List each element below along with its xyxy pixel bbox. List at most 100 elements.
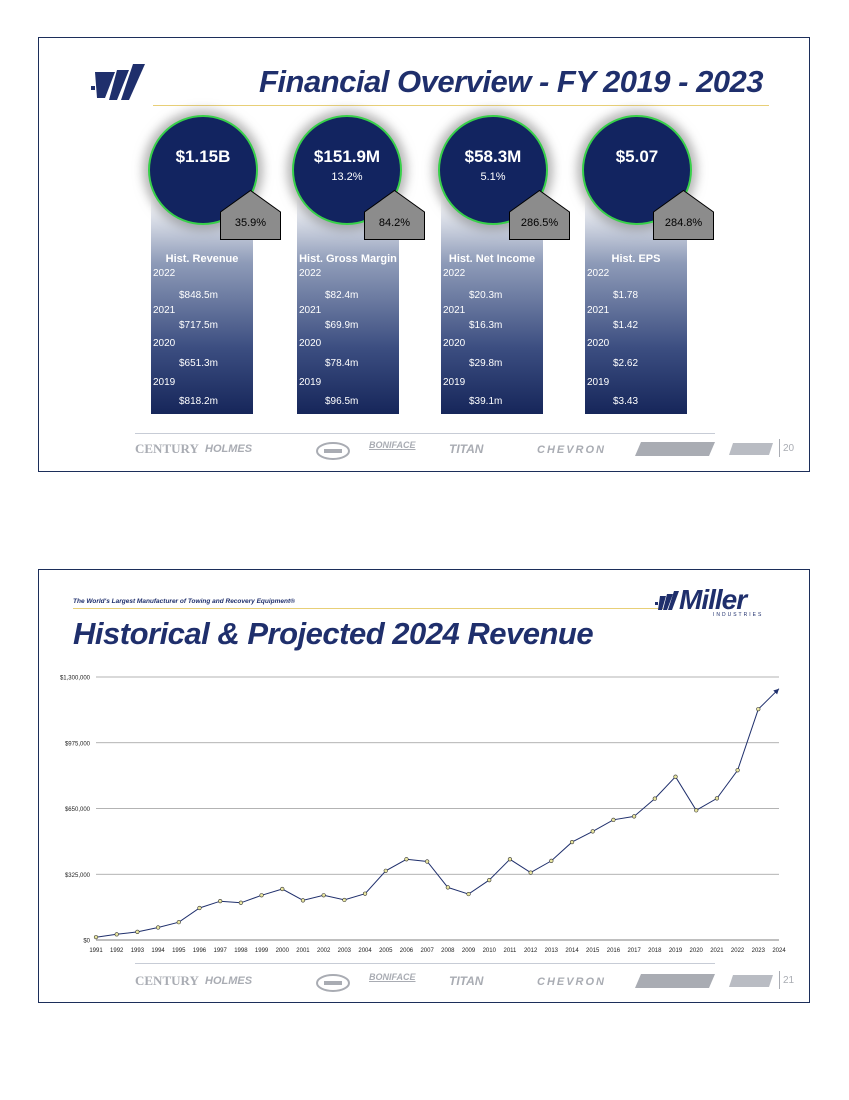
x-tick-label: 1999 (255, 948, 269, 954)
slide-title: Historical & Projected 2024 Revenue (73, 616, 594, 651)
data-point (549, 858, 554, 863)
history-year: 2021 (299, 305, 322, 316)
history-value: $96.5m (325, 396, 359, 407)
x-tick-label: 2015 (586, 948, 600, 954)
miller-wordmark: Miller (679, 584, 747, 615)
history-value: $82.4m (325, 290, 359, 301)
data-point (487, 878, 492, 883)
history-value: $39.1m (469, 396, 503, 407)
pentagon-badge-icon (653, 189, 714, 240)
x-tick-label: 1995 (172, 948, 186, 954)
x-tick-label: 1992 (110, 948, 124, 954)
growth-value: 35.9% (234, 217, 267, 229)
data-point (155, 925, 161, 930)
metric-subvalue: 13.2% (331, 171, 363, 183)
series-line (95, 688, 780, 938)
x-tick-label: 2011 (503, 948, 517, 954)
history-year: 2020 (153, 338, 176, 349)
x-tick-label: 2001 (296, 948, 310, 954)
data-point (135, 929, 140, 935)
data-point (425, 859, 430, 864)
y-tick-label: $1,300,000 (60, 676, 91, 682)
history-year: 2021 (587, 305, 610, 316)
data-point (321, 893, 326, 898)
history-year: 2020 (443, 338, 466, 349)
brand-logo-vulcan-icon (316, 974, 350, 992)
data-point (259, 893, 264, 898)
history-year: 2022 (587, 268, 610, 279)
history-year: 2019 (587, 377, 610, 388)
pentagon-badge-icon (220, 189, 281, 240)
history-year: 2019 (443, 377, 466, 388)
pentagon-badge-icon (364, 189, 425, 240)
slide-revenue-history: The World's Largest Manufacturer of Towi… (38, 569, 810, 1003)
history-year: 2019 (153, 377, 176, 388)
x-tick-label: 2016 (607, 948, 621, 954)
x-tick-label: 2007 (420, 948, 434, 954)
metric-subvalue: 5.1% (480, 171, 506, 183)
data-point (569, 839, 575, 845)
history-value: $69.9m (325, 320, 359, 331)
page-number: 20 (783, 443, 795, 454)
history-value: $651.3m (179, 358, 218, 369)
x-tick-label: 1993 (131, 948, 145, 954)
data-point (114, 932, 119, 937)
brand-logo-holmes: HOLMES (205, 443, 253, 455)
history-year: 2022 (299, 268, 322, 279)
history-value: $16.3m (469, 320, 503, 331)
data-point (528, 870, 533, 875)
y-tick-label: $650,000 (65, 807, 91, 813)
page-number: 21 (783, 975, 795, 986)
x-tick-label: 2014 (565, 948, 579, 954)
data-point (238, 900, 243, 905)
brand-logo-century: CENTURY (135, 441, 199, 456)
brand-logo-boniface: BONIFACE (369, 972, 416, 982)
x-tick-label: 2020 (690, 948, 704, 954)
x-tick-label: 2004 (358, 948, 372, 954)
history-year: 2019 (299, 377, 322, 388)
x-tick-label: 1996 (193, 948, 207, 954)
x-tick-label: 1994 (151, 948, 165, 954)
growth-badge-revenue: 35.9% (220, 189, 281, 240)
column-title: Hist. Gross Margin (299, 253, 397, 265)
growth-value: 286.5% (520, 217, 559, 229)
growth-value: 284.8% (664, 217, 703, 229)
history-column-gross-margin: Hist. Gross Margin 2022 $82.4m 2021 $69.… (297, 198, 399, 414)
history-value: $20.3m (469, 290, 503, 301)
miller-m-logo (655, 591, 679, 610)
metric-value: $1.15B (175, 147, 231, 166)
data-point (611, 817, 616, 822)
metric-value: $58.3M (464, 147, 522, 166)
x-tick-label: 2023 (752, 948, 766, 954)
data-point (445, 885, 450, 890)
series-arrowhead (773, 688, 779, 695)
x-tick-label: 2008 (441, 948, 455, 954)
metric-value: $5.07 (615, 147, 659, 166)
history-year: 2021 (153, 305, 176, 316)
history-value: $29.8m (469, 358, 503, 369)
brand-logo-jige-icon (635, 974, 715, 988)
metric-value: $151.9M (313, 147, 381, 166)
x-tick-label: 1998 (234, 948, 248, 954)
history-year: 2020 (299, 338, 322, 349)
history-year: 2022 (153, 268, 176, 279)
x-tick-label: 2013 (545, 948, 559, 954)
x-tick-label: 1997 (214, 948, 228, 954)
brand-logo-miller-icon (729, 975, 773, 987)
x-tick-label: 2019 (669, 948, 683, 954)
data-point (652, 796, 657, 801)
column-title: Hist. Net Income (448, 253, 536, 265)
history-value: $1.42 (613, 320, 639, 331)
logos-divider (135, 963, 715, 964)
history-value: $717.5m (179, 320, 218, 331)
brand-logo-chevron: CHEVRON (537, 444, 607, 456)
title-rule (153, 105, 769, 106)
x-tick-label: 2000 (276, 948, 290, 954)
miller-m-logo (91, 64, 145, 100)
brand-logo-jige-icon (635, 442, 715, 456)
tagline-rule (73, 608, 663, 609)
data-point (342, 897, 347, 903)
tagline: The World's Largest Manufacturer of Towi… (73, 598, 295, 605)
data-point (362, 891, 368, 896)
brand-logo-century: CENTURY (135, 973, 199, 988)
